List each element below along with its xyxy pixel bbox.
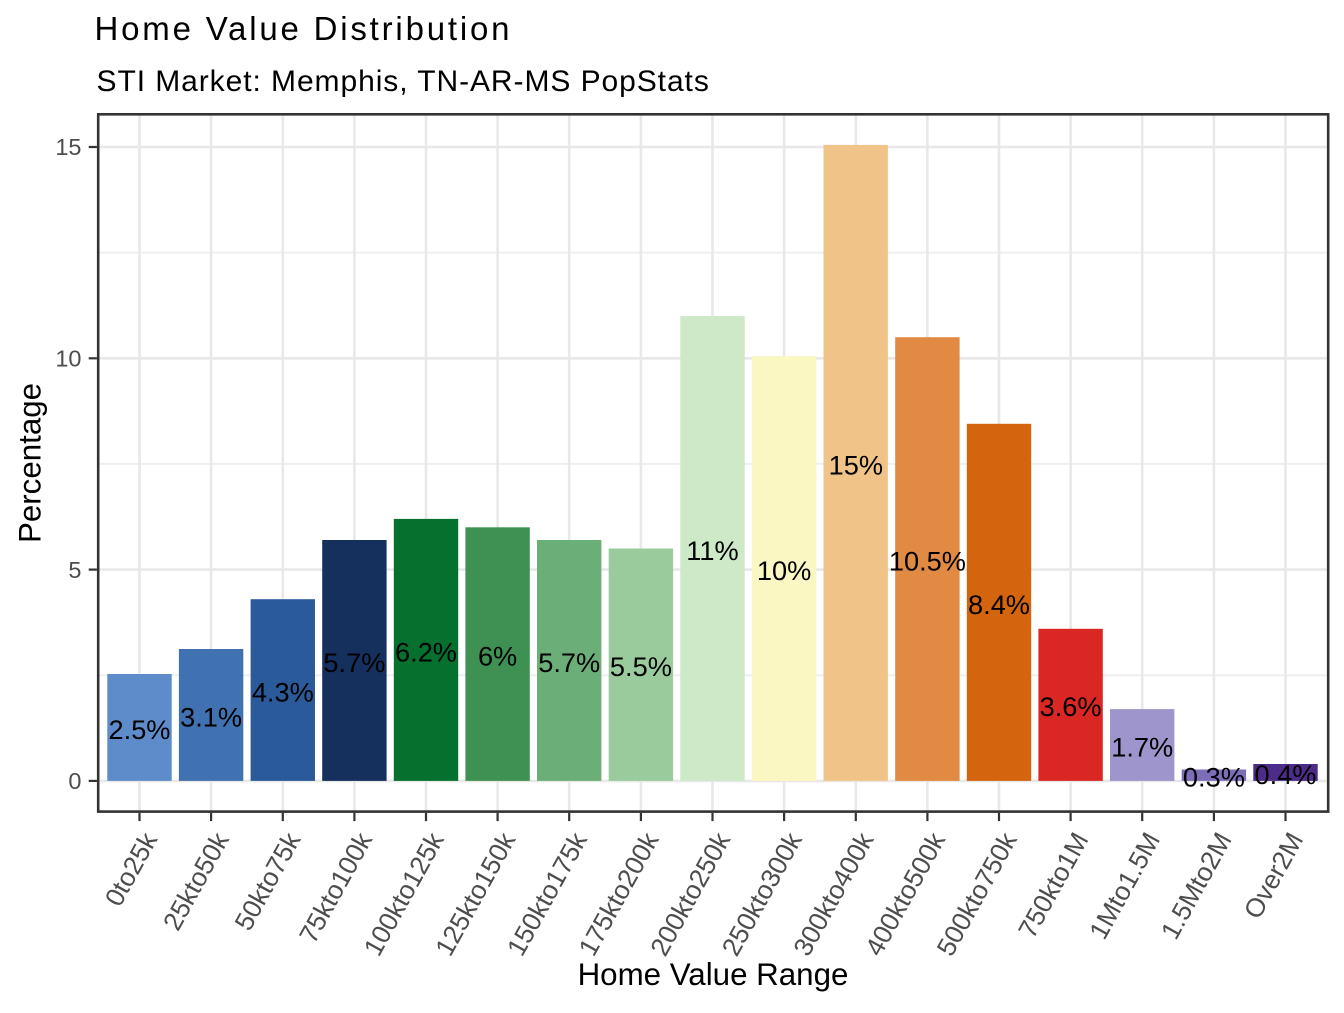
svg-text:8.4%: 8.4% bbox=[968, 589, 1030, 620]
svg-text:3.1%: 3.1% bbox=[180, 701, 242, 732]
svg-text:5.7%: 5.7% bbox=[538, 647, 600, 678]
svg-text:0.4%: 0.4% bbox=[1255, 759, 1317, 790]
svg-text:1.7%: 1.7% bbox=[1111, 731, 1173, 762]
svg-text:2.5%: 2.5% bbox=[109, 714, 171, 745]
svg-text:10.5%: 10.5% bbox=[889, 545, 966, 576]
svg-text:6.2%: 6.2% bbox=[395, 636, 457, 667]
svg-text:0.3%: 0.3% bbox=[1183, 762, 1245, 793]
svg-text:STI Market: Memphis, TN-AR-MS: STI Market: Memphis, TN-AR-MS PopStats bbox=[97, 65, 710, 98]
svg-text:6%: 6% bbox=[478, 641, 517, 672]
svg-text:4.3%: 4.3% bbox=[252, 676, 314, 707]
svg-text:5: 5 bbox=[68, 557, 81, 583]
svg-text:15: 15 bbox=[55, 134, 81, 160]
svg-text:10: 10 bbox=[55, 346, 81, 372]
svg-text:Home Value Distribution: Home Value Distribution bbox=[95, 10, 513, 47]
svg-text:Home Value Range: Home Value Range bbox=[578, 957, 849, 992]
svg-text:11%: 11% bbox=[686, 535, 738, 566]
svg-text:Percentage: Percentage bbox=[13, 383, 48, 543]
svg-text:5.5%: 5.5% bbox=[610, 651, 672, 682]
svg-text:10%: 10% bbox=[757, 555, 811, 586]
svg-text:0: 0 bbox=[68, 768, 81, 794]
svg-text:3.6%: 3.6% bbox=[1040, 691, 1102, 722]
svg-text:5.7%: 5.7% bbox=[323, 647, 385, 678]
svg-text:15%: 15% bbox=[829, 449, 883, 480]
